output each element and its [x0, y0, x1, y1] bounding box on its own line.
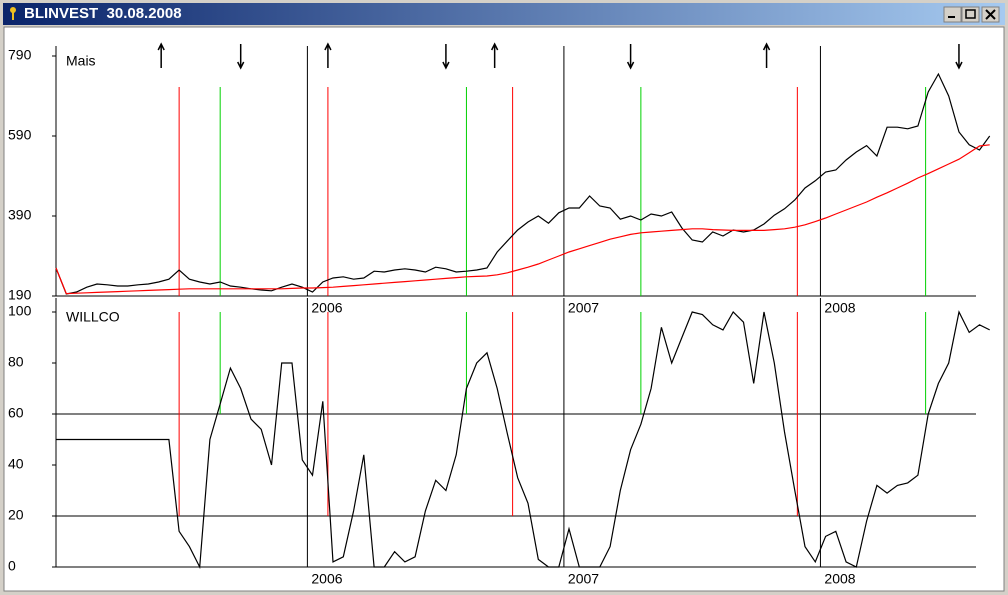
- window-title: BLINVEST 30.08.2008: [24, 5, 182, 22]
- y-tick-label: 590: [8, 127, 32, 143]
- title-bar: [3, 3, 1005, 25]
- y-tick-label: 100: [8, 303, 32, 319]
- signal-arrow: [157, 42, 165, 68]
- series-line: [56, 310, 990, 570]
- signal-arrow: [762, 42, 771, 68]
- y-tick-label: 790: [8, 47, 32, 63]
- signal-arrow: [626, 44, 635, 70]
- y-tick-label: 20: [8, 507, 24, 523]
- plots: 190 390 590 790 2006 2007 2008 Mais 0 20 40 60 80 100…: [8, 42, 991, 587]
- y-tick-label: 190: [8, 287, 32, 303]
- app-icon: [10, 7, 16, 20]
- y-tick-label: 60: [8, 405, 24, 421]
- x-tick-label: 2008: [824, 300, 855, 316]
- x-tick-label: 2006: [311, 571, 342, 587]
- panel-title: Mais: [66, 53, 96, 69]
- x-tick-label: 2007: [568, 571, 599, 587]
- x-tick-label: 2007: [568, 300, 599, 316]
- panel-title: WILLCO: [66, 309, 120, 325]
- signal-arrow: [442, 44, 450, 70]
- y-tick-label: 40: [8, 456, 24, 472]
- y-tick-label: 0: [8, 558, 16, 574]
- y-tick-label: 390: [8, 207, 32, 223]
- client-area: [3, 26, 1005, 592]
- minimize-button[interactable]: [943, 6, 962, 23]
- signal-arrow: [490, 42, 499, 68]
- signal-arrow: [955, 44, 963, 70]
- maximize-button[interactable]: [961, 6, 980, 23]
- x-tick-label: 2006: [311, 300, 342, 316]
- x-tick-label: 2008: [824, 571, 855, 587]
- signal-arrow: [324, 42, 332, 68]
- series-line: [55, 72, 991, 295]
- signal-arrow: [237, 44, 245, 70]
- y-tick-label: 80: [8, 354, 24, 370]
- series-line: [55, 144, 990, 295]
- close-button[interactable]: [981, 6, 1000, 23]
